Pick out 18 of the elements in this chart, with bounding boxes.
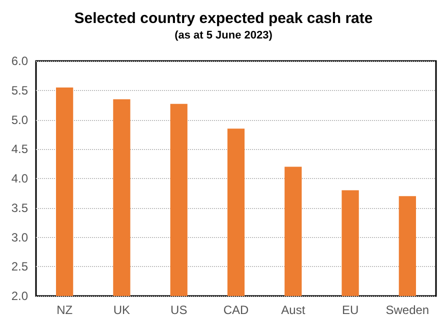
y-tick-label: 4.5 xyxy=(11,142,28,156)
x-tick-label: Sweden xyxy=(386,303,430,317)
x-tick-label: Aust xyxy=(281,303,306,317)
y-tick-label: 2.0 xyxy=(11,289,28,303)
y-tick-label: 3.0 xyxy=(11,230,28,244)
x-tick-label: EU xyxy=(342,303,359,317)
y-tick-label: 3.5 xyxy=(11,200,28,215)
x-tick-label: NZ xyxy=(56,303,73,317)
x-tick-label: US xyxy=(170,303,188,317)
y-tick-label: 5.0 xyxy=(11,112,28,127)
y-tick-label: 6.0 xyxy=(11,54,28,68)
y-tick-label: 4.0 xyxy=(11,172,28,186)
x-tick-label: CAD xyxy=(223,303,249,317)
x-tick-label: UK xyxy=(113,303,130,317)
chart-subtitle: (as at 5 June 2023) xyxy=(174,30,273,42)
y-tick-label: 5.5 xyxy=(11,83,28,98)
y-tick-label: 2.5 xyxy=(11,260,28,274)
chart-title: Selected country expected peak cash rate xyxy=(74,10,373,27)
